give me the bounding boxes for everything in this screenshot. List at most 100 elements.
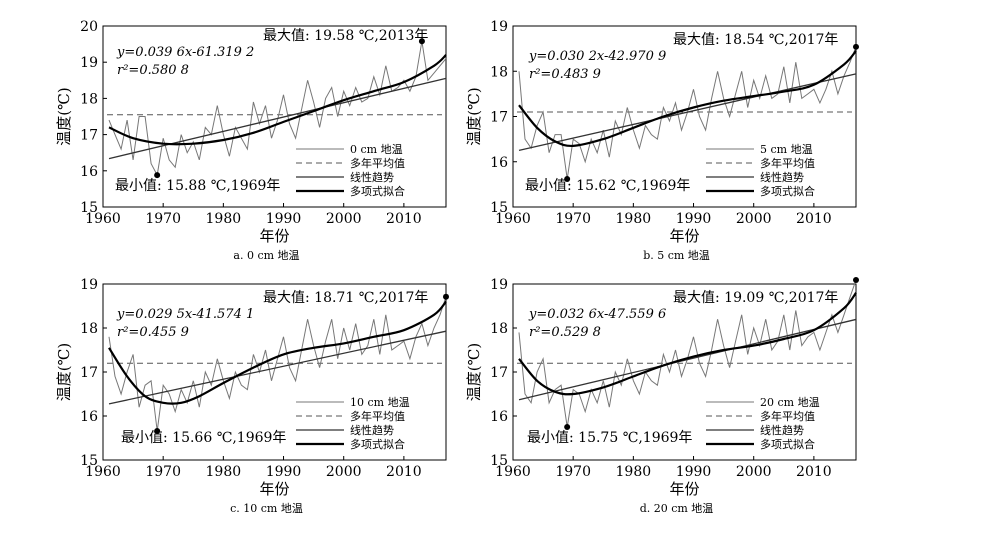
y-tick-label: 17 <box>80 128 98 144</box>
legend-label: 20 cm 地温 <box>760 396 820 409</box>
legend-label: 线性趋势 <box>760 423 804 437</box>
series-line <box>108 296 447 432</box>
y-tick-label: 19 <box>490 19 508 35</box>
panel-caption: c. 10 cm 地温 <box>230 502 303 515</box>
x-axis-label: 年份 <box>259 480 289 498</box>
x-tick-label: 2010 <box>386 211 422 227</box>
chart-panel-1: 1960 1970 1980 1990 2000 2010 15 16 17 18 19 20 温度(℃… <box>55 19 447 262</box>
legend-label: 10 cm 地温 <box>350 396 410 409</box>
legend-label: 线性趋势 <box>760 170 804 184</box>
y-tick-label: 16 <box>80 409 98 425</box>
r-squared: r²=0.455 9 <box>117 325 189 340</box>
y-tick-label: 15 <box>80 453 98 469</box>
min-annotation: 最小值: 15.75 ℃,1969年 <box>527 430 692 446</box>
x-tick-label: 1990 <box>266 464 302 480</box>
polynomial-fit-line <box>518 50 857 148</box>
y-tick-label: 19 <box>80 277 98 293</box>
y-axis-label: 温度(℃) <box>465 87 483 145</box>
max-point <box>853 43 859 50</box>
x-tick-label: 1960 <box>495 464 531 480</box>
min-point <box>154 172 161 179</box>
y-tick-label: 17 <box>80 365 98 381</box>
y-tick-label: 16 <box>80 164 98 180</box>
y-axis-label: 温度(℃) <box>465 343 483 401</box>
x-tick-label: 1980 <box>616 211 652 227</box>
r-squared: r²=0.580 8 <box>117 63 189 78</box>
y-tick-label: 16 <box>490 155 508 171</box>
chart-panel-2: 1960 1970 1980 1990 2000 2010 15 16 17 18 19 温度(℃) 年… <box>465 19 859 262</box>
y-tick-label: 16 <box>490 409 508 425</box>
x-tick-label: 1990 <box>676 464 712 480</box>
trend-equation: y=0.032 6x-47.559 6 <box>528 307 666 322</box>
x-tick-label: 1980 <box>206 464 242 480</box>
panel-caption: d. 20 cm 地温 <box>640 502 714 515</box>
y-tick-label: 15 <box>490 200 508 216</box>
linear-trend-line <box>518 73 857 152</box>
x-tick-label: 1970 <box>145 211 181 227</box>
x-tick-label: 1990 <box>676 211 712 227</box>
x-tick-label: 2000 <box>736 211 772 227</box>
y-tick-label: 19 <box>80 55 98 71</box>
legend-label: 0 cm 地温 <box>350 143 403 156</box>
min-point <box>154 427 161 434</box>
legend-label: 线性趋势 <box>350 170 394 184</box>
min-point <box>564 424 571 430</box>
x-tick-label: 2000 <box>736 464 772 480</box>
x-tick-label: 1970 <box>145 464 181 480</box>
legend-label: 多项式拟合 <box>350 437 405 451</box>
polynomial-fit-line <box>108 54 447 146</box>
legend-label: 多年平均值 <box>760 409 815 423</box>
legend-label: 多年平均值 <box>760 156 815 170</box>
x-tick-label: 2010 <box>386 464 422 480</box>
y-axis-label: 温度(℃) <box>55 343 73 401</box>
x-tick-label: 1960 <box>495 211 531 227</box>
panel-caption: b. 5 cm 地温 <box>643 249 710 262</box>
chart-panel-3: 1960 1970 1980 1990 2000 2010 15 16 17 18 19 温度(℃) 年… <box>55 277 449 515</box>
chart-panel-4: 1960 1970 1980 1990 2000 2010 15 16 17 18 19 温度(℃) 年… <box>465 277 859 515</box>
linear-trend-line <box>108 330 447 405</box>
x-tick-label: 2000 <box>326 464 362 480</box>
max-point <box>418 38 425 45</box>
x-axis-label: 年份 <box>669 227 699 245</box>
min-annotation: 最小值: 15.62 ℃,1969年 <box>525 178 690 194</box>
plot-frame <box>102 25 447 208</box>
trend-equation: y=0.039 6x-61.319 2 <box>116 45 254 60</box>
x-tick-label: 2010 <box>796 211 832 227</box>
max-point <box>443 293 449 300</box>
x-tick-label: 1960 <box>85 464 121 480</box>
x-tick-label: 2000 <box>326 211 362 227</box>
x-axis-label: 年份 <box>669 480 699 498</box>
max-point <box>853 277 859 284</box>
legend-label: 多项式拟合 <box>760 184 815 198</box>
legend-label: 多项式拟合 <box>760 437 815 451</box>
polynomial-fit-line <box>518 292 857 396</box>
min-annotation: 最小值: 15.66 ℃,1969年 <box>121 430 286 446</box>
legend-label: 多项式拟合 <box>350 184 405 198</box>
x-tick-label: 1980 <box>616 464 652 480</box>
y-tick-label: 19 <box>490 277 508 293</box>
x-axis-label: 年份 <box>259 227 289 245</box>
linear-trend-line <box>108 77 447 160</box>
y-tick-label: 20 <box>80 19 98 35</box>
x-tick-label: 1980 <box>206 211 242 227</box>
trend-equation: y=0.029 5x-41.574 1 <box>116 307 254 322</box>
r-squared: r²=0.483 9 <box>529 67 601 82</box>
y-tick-label: 18 <box>80 321 98 337</box>
trend-equation: y=0.030 2x-42.970 9 <box>528 49 666 64</box>
linear-trend-line <box>518 318 857 401</box>
x-tick-label: 1990 <box>266 211 302 227</box>
y-tick-label: 18 <box>490 64 508 80</box>
y-tick-label: 15 <box>80 200 98 216</box>
min-annotation: 最小值: 15.88 ℃,1969年 <box>115 178 280 194</box>
max-annotation: 最大值: 18.54 ℃,2017年 <box>673 32 838 48</box>
panel-caption: a. 0 cm 地温 <box>233 249 299 262</box>
legend-label: 多年平均值 <box>350 409 405 423</box>
y-tick-label: 15 <box>490 453 508 469</box>
y-tick-label: 18 <box>80 91 98 107</box>
legend-label: 5 cm 地温 <box>760 143 813 156</box>
y-tick-label: 17 <box>490 365 508 381</box>
